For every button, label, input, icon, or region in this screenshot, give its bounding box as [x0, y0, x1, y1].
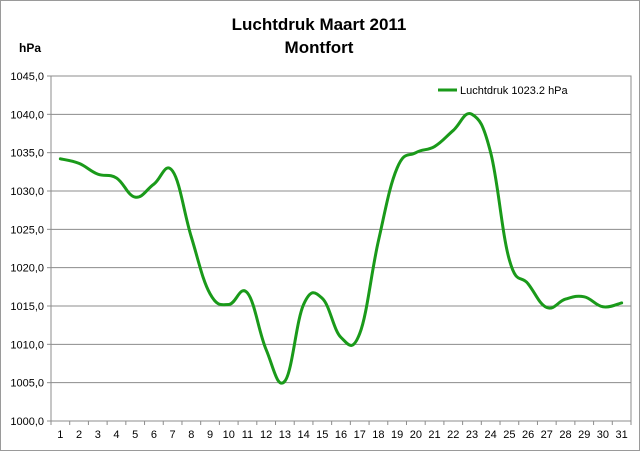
data-point [395, 166, 399, 170]
legend-label: Luchtdruk 1023.2 hPa [460, 85, 569, 97]
x-tick-label: 26 [522, 429, 534, 441]
data-point [620, 301, 623, 305]
y-tick-label: 1010,0 [10, 339, 44, 351]
x-axis-ticks: 1 2 3 4 5 6 7 8 9 10 11 12 13 14 15 16 17 18 19 20 21 22 23 24 2… [50, 421, 632, 441]
data-point [452, 129, 455, 132]
x-tick-label: 16 [335, 429, 347, 441]
y-axis-unit-label: hPa [19, 41, 41, 55]
series-line [58, 112, 624, 385]
data-point [77, 162, 81, 165]
x-tick-label: 12 [260, 429, 272, 441]
x-tick-label: 31 [616, 429, 628, 441]
x-tick-label: 30 [597, 429, 609, 441]
x-tick-label: 13 [279, 429, 291, 441]
data-point [227, 303, 230, 306]
data-point [208, 292, 212, 295]
legend: Luchtdruk 1023.2 hPa [438, 85, 569, 97]
y-tick-label: 1000,0 [10, 416, 44, 428]
data-point [321, 297, 324, 300]
data-point [583, 295, 586, 298]
data-point [283, 379, 287, 383]
data-point [152, 182, 156, 186]
data-point [339, 336, 343, 339]
data-point [133, 195, 137, 199]
y-tick-label: 1040,0 [10, 109, 44, 121]
x-tick-label: 24 [485, 429, 497, 441]
plot-area [50, 75, 632, 422]
x-tick-label: 18 [372, 429, 384, 441]
x-tick-label: 11 [242, 429, 253, 441]
data-point [377, 239, 380, 243]
x-tick-label: 5 [132, 429, 138, 441]
y-tick-label: 1020,0 [10, 263, 44, 275]
x-tick-label: 2 [76, 429, 82, 441]
x-tick-label: 8 [188, 429, 194, 441]
data-point [246, 291, 249, 295]
x-tick-label: 29 [578, 429, 590, 441]
data-point [601, 305, 605, 308]
y-tick-label: 1005,0 [10, 378, 44, 390]
x-tick-label: 4 [113, 429, 119, 441]
data-point [190, 235, 193, 239]
x-tick-label: 1 [57, 429, 63, 441]
y-tick-label: 1015,0 [10, 301, 44, 313]
data-point [564, 297, 567, 301]
data-point [508, 258, 511, 262]
data-point [115, 176, 118, 180]
y-tick-label: 1035,0 [10, 148, 44, 160]
x-tick-label: 19 [391, 429, 403, 441]
x-tick-label: 17 [354, 429, 366, 441]
x-tick-label: 6 [151, 429, 157, 441]
x-tick-label: 10 [223, 429, 235, 441]
chart-subtitle: Montfort [285, 38, 354, 57]
y-axis-ticks: 1000,0 1005,0 1010,0 1015,0 1020,0 1025,0 1030… [10, 71, 51, 428]
x-tick-label: 3 [95, 429, 101, 441]
data-point [264, 348, 268, 351]
data-point [358, 332, 361, 335]
series-layer [58, 112, 624, 385]
chart-title: Luchtdruk Maart 2011 [232, 15, 407, 34]
x-tick-label: 22 [447, 429, 459, 441]
data-point [545, 306, 549, 309]
x-tick-label: 23 [466, 429, 478, 441]
x-tick-label: 25 [503, 429, 515, 441]
data-point [526, 282, 530, 285]
data-point [171, 169, 174, 173]
x-tick-label: 9 [207, 429, 213, 441]
x-tick-label: 20 [410, 429, 422, 441]
data-point [489, 151, 492, 154]
x-tick-label: 15 [316, 429, 328, 441]
y-tick-label: 1030,0 [10, 186, 44, 198]
data-point [302, 303, 305, 306]
data-point [433, 145, 436, 148]
x-tick-label: 27 [541, 429, 553, 441]
y-tick-label: 1025,0 [10, 224, 44, 236]
data-point [96, 172, 99, 176]
x-tick-label: 7 [170, 429, 176, 441]
data-point [59, 157, 62, 160]
x-tick-label: 28 [559, 429, 571, 441]
y-tick-label: 1045,0 [10, 71, 44, 83]
data-point [414, 151, 418, 154]
data-point [470, 113, 474, 116]
x-tick-label: 14 [297, 429, 309, 441]
x-tick-label: 21 [428, 429, 440, 441]
